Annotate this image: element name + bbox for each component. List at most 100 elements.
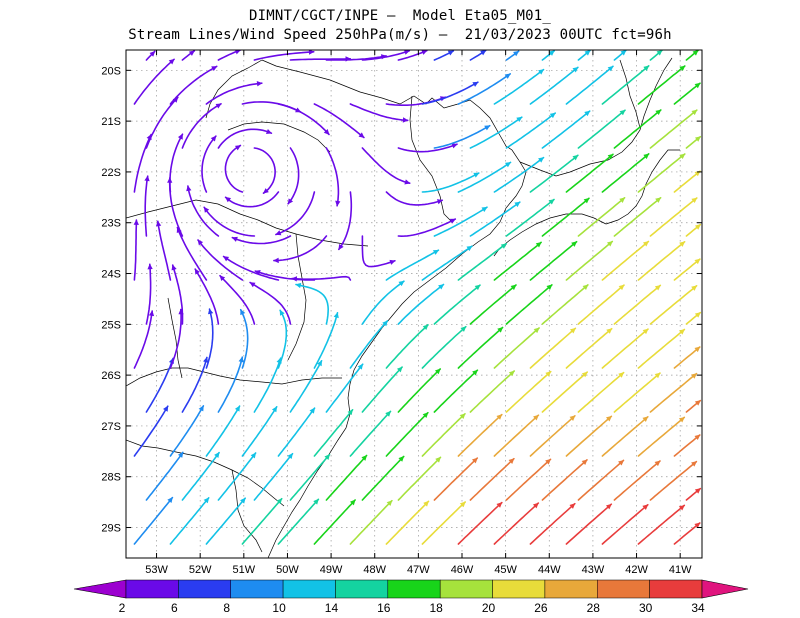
streamline-arrow: [324, 454, 330, 460]
streamline-arrow: [569, 415, 576, 421]
streamline: [313, 499, 356, 545]
streamline-arrow: [508, 370, 515, 377]
streamline: [529, 415, 576, 457]
streamline: [421, 172, 480, 193]
streamline: [637, 504, 686, 545]
streamline-arrow: [438, 284, 445, 290]
colorbar-label: 16: [377, 601, 391, 615]
streamline-arrow: [484, 125, 491, 131]
streamline-arrow: [404, 50, 410, 55]
streamline-arrow: [295, 282, 302, 289]
streamline: [169, 497, 210, 545]
streamline: [277, 103, 330, 136]
streamline-arrow: [250, 452, 257, 459]
streamline-arrow: [619, 109, 626, 116]
streamline-arrow: [449, 218, 456, 224]
streamline: [133, 405, 169, 457]
lon-label: 42W: [625, 564, 648, 576]
streamline: [289, 360, 323, 413]
streamline: [601, 504, 649, 545]
streamline: [637, 416, 686, 457]
streamline: [169, 65, 218, 105]
streamline: [493, 327, 540, 369]
streamline-arrow: [472, 81, 479, 87]
streamline: [565, 240, 614, 281]
streamline-arrow: [569, 327, 576, 334]
streamline: [222, 255, 280, 281]
streamline-arrow: [549, 112, 556, 119]
streamline: [349, 320, 389, 369]
lon-label: 44W: [538, 564, 561, 576]
streamline: [385, 411, 429, 457]
streamline: [205, 497, 246, 545]
streamline-arrow: [679, 65, 686, 72]
lat-label: 29S: [101, 523, 121, 535]
streamline-arrow: [421, 50, 428, 55]
streamline-arrow: [436, 199, 443, 205]
streamline-arrow: [287, 453, 293, 460]
streamline: [205, 405, 241, 457]
lon-label: 51W: [233, 564, 256, 576]
colorbar-label: 8: [223, 601, 230, 615]
streamline: [601, 153, 650, 193]
streamline: [241, 406, 278, 457]
streamline-arrow: [177, 133, 183, 140]
streamline-arrow: [155, 220, 162, 227]
streamline: [187, 185, 220, 237]
streamline: [197, 239, 244, 281]
streamline: [637, 328, 686, 369]
streamline-arrow: [197, 239, 204, 246]
streamline-arrow: [147, 263, 153, 270]
streamline: [613, 284, 662, 325]
state-border-8: [167, 297, 183, 379]
streamline-arrow: [571, 241, 578, 247]
streamline: [613, 460, 661, 501]
streamline: [385, 500, 430, 545]
streamline-arrow: [188, 50, 195, 56]
streamline-arrow: [691, 197, 698, 204]
streamline-arrow: [146, 133, 152, 141]
streamline: [169, 308, 182, 369]
streamline-arrow: [618, 459, 625, 466]
streamline-arrow: [447, 50, 454, 56]
streamline: [361, 235, 396, 268]
streamline-arrow: [451, 143, 458, 149]
streamline: [529, 66, 579, 105]
streamline: [253, 357, 282, 413]
streamline-arrow: [510, 284, 517, 291]
streamline: [601, 328, 649, 369]
streamline-arrow: [238, 356, 244, 363]
streamline-arrow: [275, 230, 282, 236]
state-border-9: [205, 59, 263, 119]
lon-label: 50W: [276, 564, 299, 576]
streamline-arrow: [572, 66, 579, 73]
streamline: [469, 201, 521, 237]
streamline: [541, 284, 589, 325]
streamline-arrow: [694, 522, 701, 529]
streamline-arrow: [655, 197, 662, 203]
state-border-5: [126, 367, 342, 387]
streamline-arrow: [538, 69, 545, 75]
streamline-arrow: [535, 241, 542, 248]
streamline-arrow: [496, 414, 503, 420]
lon-label: 41W: [669, 564, 692, 576]
streamline: [577, 459, 625, 501]
coastline-rj: [493, 213, 607, 257]
streamline: [637, 153, 686, 193]
colorbar-low-arrow: [73, 579, 127, 599]
streamline: [313, 312, 339, 369]
streamline-arrow: [583, 197, 590, 204]
streamline: [133, 310, 153, 369]
streamline-arrow: [208, 308, 214, 315]
streamline: [133, 219, 138, 281]
colorbar-segment: [597, 579, 650, 599]
streamline: [613, 372, 661, 413]
streamline-arrow: [203, 497, 210, 504]
streamline-arrow: [279, 309, 285, 316]
streamline: [613, 197, 662, 237]
streamline: [673, 82, 701, 105]
streamline: [145, 357, 174, 413]
streamline: [577, 284, 625, 325]
colorbar-segment: [125, 579, 179, 599]
